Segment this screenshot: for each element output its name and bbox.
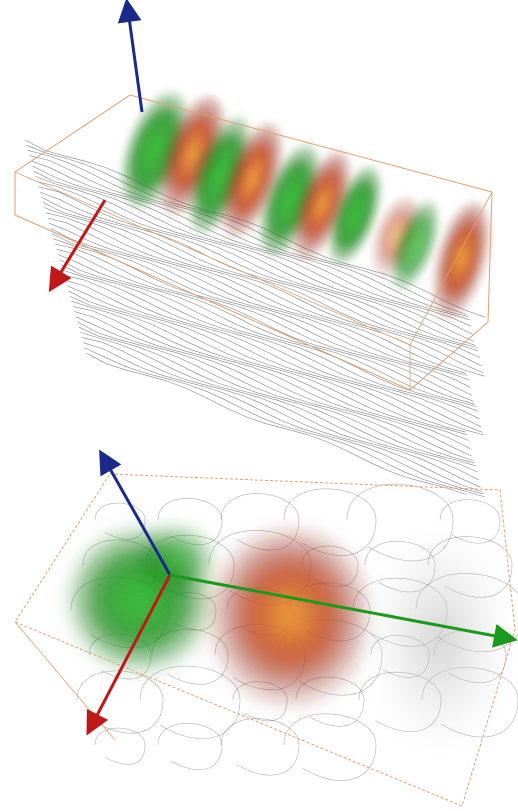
streamlines xyxy=(24,139,486,498)
streamline xyxy=(39,191,481,358)
green-blob xyxy=(389,197,441,293)
streamline xyxy=(75,316,477,467)
streamline xyxy=(84,347,486,498)
bounding-box-edge xyxy=(409,191,493,346)
streamline xyxy=(33,170,475,342)
streamline xyxy=(47,217,468,376)
streamline xyxy=(76,670,164,734)
streamline xyxy=(66,285,468,436)
streamline xyxy=(86,352,467,495)
streamline xyxy=(62,269,483,433)
bounding-box-edge xyxy=(14,171,411,346)
bounding-box xyxy=(14,94,493,391)
green-blob xyxy=(135,525,215,595)
streamline xyxy=(77,321,478,473)
streamline xyxy=(78,326,480,481)
streamline xyxy=(42,202,484,373)
red-blob xyxy=(289,151,351,269)
streamline xyxy=(220,718,300,776)
top-rendering xyxy=(14,0,493,498)
streamline xyxy=(38,186,479,352)
streamline xyxy=(71,300,472,457)
streamline xyxy=(44,207,485,377)
green-blob xyxy=(257,141,323,259)
streamline xyxy=(29,155,470,321)
streamline xyxy=(56,248,477,407)
streamline xyxy=(72,306,474,461)
streamline xyxy=(63,274,485,436)
gray-blob xyxy=(370,530,510,750)
streamline xyxy=(60,264,482,428)
streamline xyxy=(51,233,473,396)
x-axis-arrow xyxy=(48,199,107,293)
y-axis-arrow xyxy=(169,573,518,648)
streamline xyxy=(65,280,466,433)
streamline xyxy=(283,713,377,781)
streamline xyxy=(157,723,223,770)
streamline xyxy=(35,176,476,346)
streamline xyxy=(83,342,484,495)
streamline xyxy=(54,243,476,405)
streamline xyxy=(74,311,475,464)
streamline xyxy=(50,228,471,388)
orange-blob xyxy=(205,530,375,720)
streamline xyxy=(48,222,470,381)
volume-blobs xyxy=(65,525,510,750)
streamline xyxy=(36,181,478,348)
z-axis-arrow xyxy=(99,449,172,576)
streamline xyxy=(59,259,480,420)
streamline xyxy=(32,165,473,335)
streamline xyxy=(68,290,469,441)
streamline xyxy=(94,727,146,765)
streamline xyxy=(81,337,483,492)
x-axis-arrow xyxy=(86,574,172,736)
green-blob xyxy=(327,162,383,268)
streamline xyxy=(30,160,472,327)
bounding-box xyxy=(14,473,516,807)
bottom-rendering xyxy=(14,449,518,807)
volume-blobs xyxy=(119,88,491,329)
red-blob xyxy=(216,123,284,247)
red-blob xyxy=(429,201,491,329)
streamline xyxy=(80,332,481,488)
z-axis-arrow xyxy=(117,0,144,113)
streamline xyxy=(439,499,501,544)
streamline xyxy=(69,295,471,449)
red-blob xyxy=(154,95,226,225)
streamline xyxy=(57,254,479,412)
streamline xyxy=(45,212,467,374)
green-blob xyxy=(186,113,254,237)
